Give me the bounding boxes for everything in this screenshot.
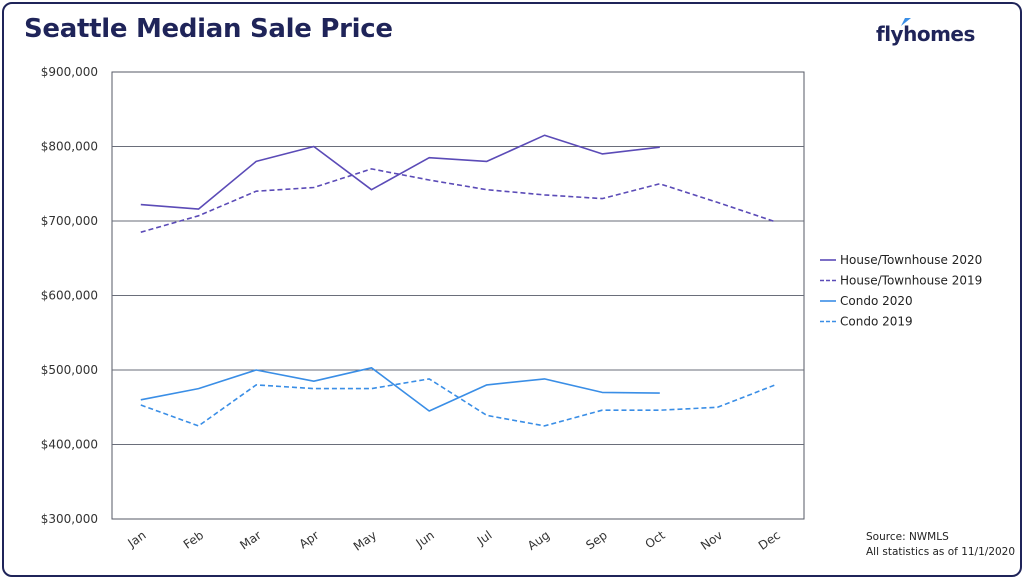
y-tick-label: $600,000 (41, 289, 98, 303)
flyhomes-flag-icon (901, 18, 911, 26)
grid-lines (111, 71, 805, 520)
legend-label: House/Townhouse 2020 (840, 253, 982, 267)
x-tick-label: May (351, 528, 379, 554)
y-tick-label: $500,000 (41, 363, 98, 377)
y-tick-label: $300,000 (41, 512, 98, 526)
x-tick-label: Sep (583, 528, 610, 552)
x-tick-label: Apr (297, 528, 322, 551)
x-tick-label: Mar (237, 528, 264, 552)
x-tick-label: Feb (181, 528, 206, 552)
x-tick-label: Nov (698, 528, 725, 553)
x-tick-label: Jan (125, 528, 149, 551)
legend-label: House/Townhouse 2019 (840, 274, 982, 288)
series-line-2 (140, 366, 660, 412)
series-line-0 (140, 134, 660, 210)
series-line-1 (140, 168, 776, 233)
legend-label: Condo 2019 (840, 315, 913, 329)
x-tick-label: Dec (756, 528, 783, 553)
x-tick-label: Oct (643, 528, 668, 552)
brand-logo: flyhomes (876, 22, 975, 46)
x-tick-label: Aug (525, 528, 552, 553)
y-tick-label: $900,000 (41, 65, 98, 79)
x-axis: Jan Feb Mar Apr May Jun Jul Aug Sep Oct Nov Dec (125, 528, 783, 554)
series-line-3 (140, 378, 776, 427)
y-axis: $300,000 $400,000 $500,000 $600,000 $700,000… (41, 65, 98, 526)
stats-date-text: All statistics as of 11/1/2020 (866, 546, 1016, 558)
y-tick-label: $700,000 (41, 214, 98, 228)
chart-title: Seattle Median Sale Price (24, 14, 393, 44)
legend: House/Townhouse 2020 House/Townhouse 2019… (820, 253, 982, 329)
source-note: Source: NWMLS All statistics as of 11/1/… (866, 530, 1015, 560)
y-tick-label: $400,000 (41, 438, 98, 452)
x-tick-label: Jun (413, 528, 437, 551)
source-text: Source: NWMLS (866, 531, 949, 543)
legend-label: Condo 2020 (840, 294, 913, 308)
x-tick-label: Jul (474, 528, 495, 548)
series-lines (140, 134, 776, 427)
y-tick-label: $800,000 (41, 140, 98, 154)
